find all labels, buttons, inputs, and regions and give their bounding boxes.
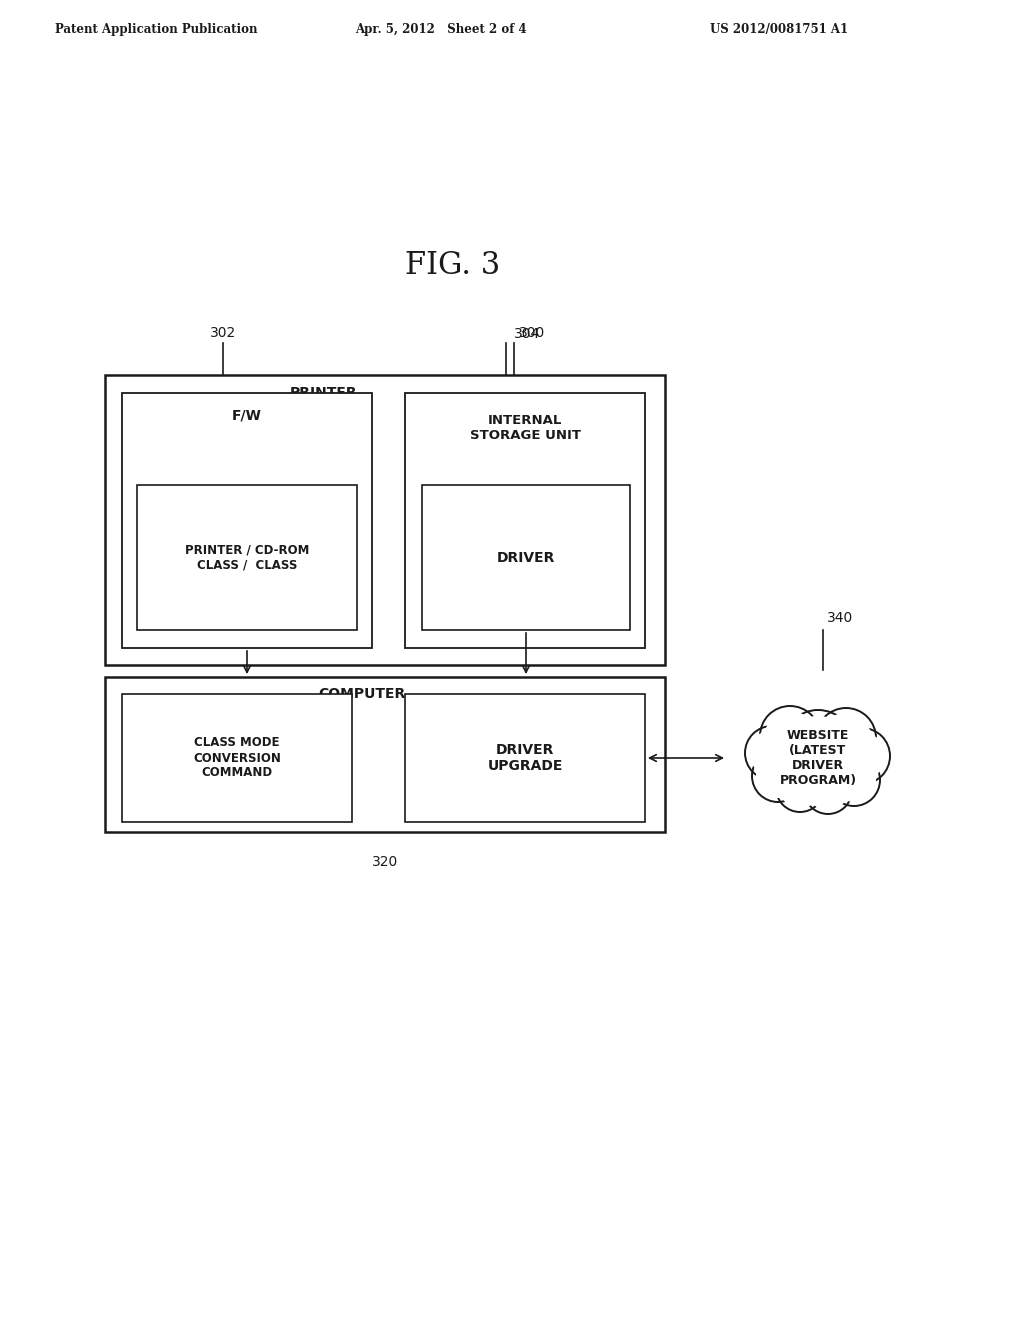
Bar (137, 484, 357, 630)
Text: PRINTER: PRINTER (290, 385, 357, 400)
Text: US 2012/0081751 A1: US 2012/0081751 A1 (710, 24, 848, 37)
Circle shape (760, 706, 820, 766)
Bar (406, 393, 645, 648)
Bar (406, 694, 645, 822)
Circle shape (776, 764, 824, 812)
Bar (122, 694, 352, 822)
Circle shape (750, 731, 795, 775)
Circle shape (782, 710, 854, 781)
Text: Apr. 5, 2012   Sheet 2 of 4: Apr. 5, 2012 Sheet 2 of 4 (355, 24, 526, 37)
Text: 320: 320 (372, 855, 398, 869)
Text: DRIVER
UPGRADE: DRIVER UPGRADE (487, 743, 562, 774)
Text: F/W: F/W (232, 408, 262, 422)
Text: FIG. 3: FIG. 3 (406, 249, 501, 281)
Circle shape (821, 713, 870, 763)
Circle shape (745, 726, 799, 780)
Text: DRIVER: DRIVER (497, 550, 555, 565)
Bar (422, 484, 630, 630)
Circle shape (808, 771, 848, 809)
Bar (105, 677, 665, 832)
Text: 304: 304 (514, 327, 540, 341)
Circle shape (788, 717, 848, 776)
Text: 340: 340 (827, 611, 853, 624)
Circle shape (765, 711, 815, 760)
Circle shape (834, 729, 890, 784)
Text: CLASS MODE
CONVERSION
COMMAND: CLASS MODE CONVERSION COMMAND (194, 737, 281, 780)
Bar (122, 393, 372, 648)
Circle shape (833, 759, 876, 801)
Text: 300: 300 (519, 326, 545, 341)
Circle shape (757, 755, 800, 797)
Text: PRINTER / CD-ROM
CLASS /  CLASS: PRINTER / CD-ROM CLASS / CLASS (184, 544, 309, 572)
Text: INTERNAL
STORAGE UNIT: INTERNAL STORAGE UNIT (469, 414, 581, 442)
Circle shape (780, 768, 819, 808)
Text: COMPUTER: COMPUTER (317, 686, 406, 701)
Circle shape (828, 754, 880, 807)
Circle shape (804, 766, 852, 814)
Circle shape (839, 733, 885, 779)
Circle shape (816, 708, 876, 768)
Bar (105, 375, 665, 665)
Text: Patent Application Publication: Patent Application Publication (55, 24, 257, 37)
Text: 302: 302 (210, 326, 237, 341)
Text: WEBSITE
(LATEST
DRIVER
PROGRAM): WEBSITE (LATEST DRIVER PROGRAM) (779, 729, 856, 787)
Circle shape (752, 750, 804, 803)
